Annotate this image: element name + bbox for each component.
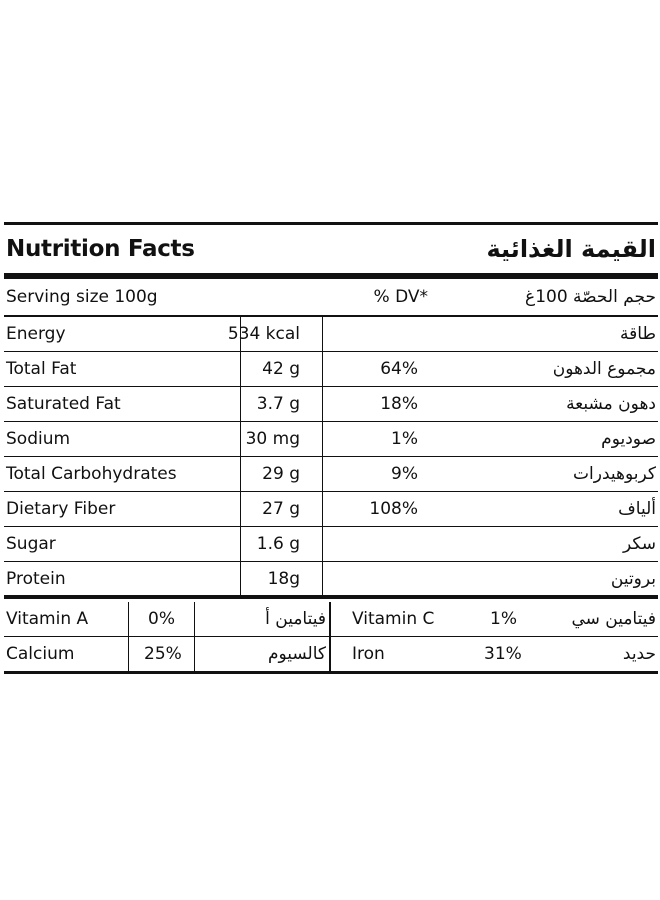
column-divider [322,317,323,599]
column-divider [240,317,241,599]
vitamin-row-2: Calcium 25% كالسيوم Iron 31% حديد [4,637,658,671]
calcium-name: Calcium [6,644,75,664]
serving-row: Serving size 100g % DV* حجم الحصّة 100غ [4,279,658,317]
nutrient-name-arabic: سكر [622,534,656,554]
nutrient-daily-value: 1% [391,429,418,449]
nutrient-amount: 18g [267,568,300,589]
daily-value-header: % DV* [373,287,428,307]
nutrient-row-total-fat: Total Fat 42 g 64% مجموع الدهون [4,352,658,387]
vitamin-c-arabic: فيتامين سي [571,609,656,629]
nutrient-daily-value: 64% [380,359,418,379]
calcium-value: 25% [144,644,182,664]
nutrient-name-arabic: بروتين [610,568,656,589]
nutrient-daily-value: 18% [380,394,418,414]
vitamin-a-value: 0% [148,609,175,629]
nutrient-amount: 29 g [262,464,300,484]
nutrient-daily-value: 108% [369,499,418,519]
iron-name: Iron [352,644,385,664]
nutrient-amount: 1.6 g [256,534,300,554]
vitamin-c-name: Vitamin C [352,609,435,629]
nutrient-name-arabic: مجموع الدهون [552,359,656,379]
vitamin-a-name: Vitamin A [6,609,89,629]
nutrient-row-saturated-fat: Saturated Fat 3.7 g 18% دهون مشبعة [4,387,658,422]
nutrient-amount: 42 g [262,359,300,379]
iron-arabic: حديد [622,644,656,664]
nutrition-label: Nutrition Facts القيمة الغذائية Serving … [4,222,658,674]
serving-size-arabic: حجم الحصّة 100غ [525,287,656,307]
nutrient-name-arabic: دهون مشبعة [566,394,656,414]
nutrient-row-carbohydrates: Total Carbohydrates 29 g 9% كربوهيدرات [4,457,658,492]
nutrient-row-protein: Protein 18g بروتين [4,562,658,599]
nutrient-amount: 534 kcal [227,324,300,344]
nutrient-name: Sodium [6,429,71,449]
label-header: Nutrition Facts القيمة الغذائية [4,225,658,279]
title-arabic: القيمة الغذائية [486,235,656,263]
vitamin-column-separator [329,602,331,671]
nutrient-name: Saturated Fat [6,394,121,414]
nutrient-amount: 3.7 g [256,394,300,414]
vitamin-row-1: Vitamin A 0% فيتامين أ Vitamin C 1% فيتا… [4,602,658,637]
column-divider [128,602,129,671]
nutrient-row-sugar: Sugar 1.6 g سكر [4,527,658,562]
nutrient-name-arabic: طاقة [620,324,656,344]
iron-value: 31% [484,644,522,664]
title-english: Nutrition Facts [6,236,195,262]
nutrient-row-energy: Energy 534 kcal طاقة [4,317,658,352]
nutrient-row-sodium: Sodium 30 mg 1% صوديوم [4,422,658,457]
nutrient-name-arabic: ألياف [618,499,656,519]
nutrient-name: Sugar [6,534,56,554]
nutrient-name-arabic: صوديوم [601,429,656,449]
nutrient-row-dietary-fiber: Dietary Fiber 27 g 108% ألياف [4,492,658,527]
vitamin-a-arabic: فيتامين أ [265,609,326,629]
nutrient-daily-value: 9% [391,464,418,484]
nutrient-name: Protein [6,568,66,589]
nutrient-name: Total Fat [6,359,77,379]
nutrient-name: Energy [6,324,66,344]
nutrient-amount: 27 g [262,499,300,519]
serving-size-english: Serving size 100g [6,287,158,307]
nutrient-name: Total Carbohydrates [6,464,177,484]
nutrient-name-arabic: كربوهيدرات [573,464,656,484]
column-divider [194,602,195,671]
calcium-arabic: كالسيوم [267,644,326,664]
nutrient-name: Dietary Fiber [6,499,116,519]
nutrient-amount: 30 mg [245,429,300,449]
vitamin-c-value: 1% [490,609,517,629]
